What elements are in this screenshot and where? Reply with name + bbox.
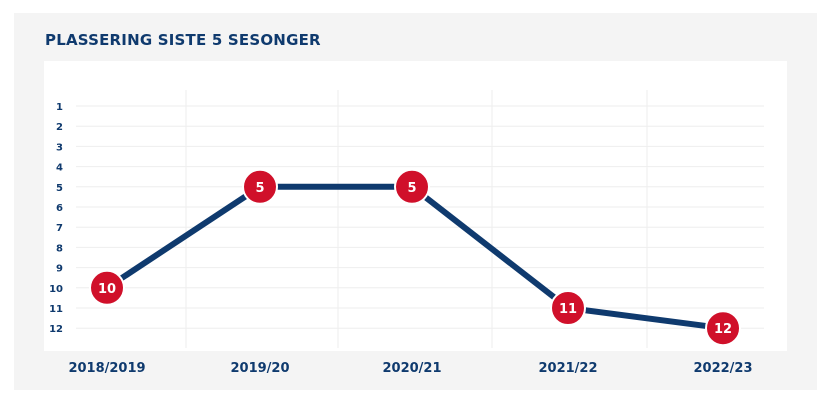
x-tick-label: 2022/23 [693, 361, 752, 376]
data-point-marker [705, 310, 741, 347]
data-label: 11 [559, 302, 577, 317]
data-point-marker [394, 168, 430, 205]
y-tick-label: 1 [56, 102, 63, 113]
y-tick-label: 7 [56, 223, 63, 234]
y-tick-label: 4 [56, 163, 63, 174]
chart-card: PLASSERING SISTE 5 SESONGER [14, 13, 817, 390]
y-tick-label: 3 [56, 142, 63, 153]
y-tick-label: 11 [49, 304, 63, 315]
y-tick-label: 9 [56, 264, 63, 275]
data-label: 10 [98, 282, 116, 297]
data-point-marker [242, 168, 278, 205]
y-tick-label: 6 [56, 203, 63, 214]
x-tick-label: 2021/22 [538, 361, 597, 376]
x-tick-label: 2018/2019 [68, 361, 145, 376]
data-label: 5 [255, 181, 264, 196]
data-point-marker [89, 269, 125, 306]
plot-panel [44, 61, 787, 351]
y-tick-label: 12 [49, 324, 63, 335]
y-tick-label: 10 [49, 284, 63, 295]
data-label: 5 [407, 181, 416, 196]
x-tick-label: 2020/21 [382, 361, 441, 376]
data-point-marker [550, 290, 586, 326]
y-tick-label: 8 [56, 243, 63, 254]
series-line [104, 183, 726, 332]
y-tick-label: 5 [56, 183, 63, 194]
data-label: 12 [714, 322, 732, 337]
y-tick-label: 2 [56, 122, 63, 133]
chart-title: PLASSERING SISTE 5 SESONGER [45, 31, 321, 49]
x-tick-label: 2019/20 [230, 361, 289, 376]
